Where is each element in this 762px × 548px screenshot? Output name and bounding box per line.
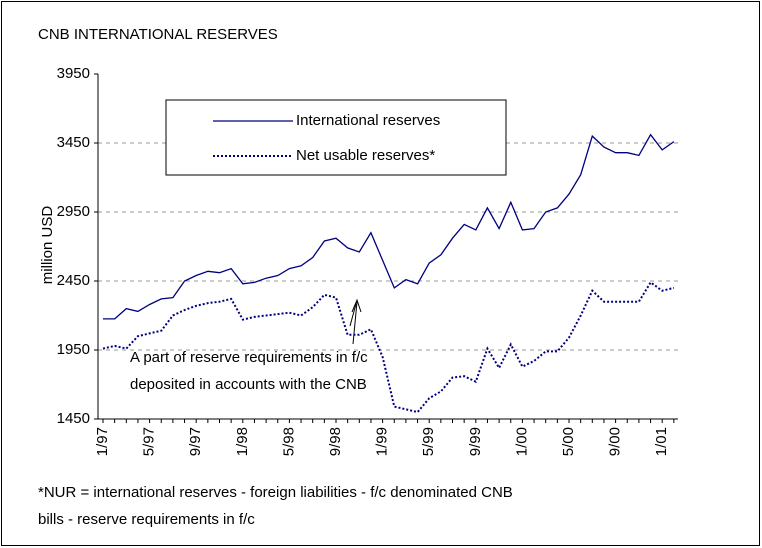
x-tick-label: 1/00 bbox=[513, 427, 530, 456]
x-tick-label: 1/99 bbox=[374, 427, 391, 456]
legend-label: Net usable reserves* bbox=[296, 147, 435, 164]
annotation: deposited in accounts with the CNB bbox=[130, 376, 367, 393]
x-tick-label: 5/00 bbox=[560, 427, 577, 456]
annotation-arrow bbox=[352, 301, 358, 345]
footnote: *NUR = international reserves - foreign … bbox=[38, 484, 513, 501]
x-tick-label: 1/01 bbox=[653, 427, 670, 456]
x-tick-label: 9/99 bbox=[467, 427, 484, 456]
x-tick-label: 9/98 bbox=[327, 427, 344, 456]
chart-title: CNB INTERNATIONAL RESERVES bbox=[38, 26, 278, 43]
legend-box bbox=[165, 99, 507, 176]
y-axis-label: million USD bbox=[39, 206, 56, 285]
x-tick-label: 5/98 bbox=[280, 427, 297, 456]
y-tick-label: 1950 bbox=[57, 341, 90, 358]
annotation-pointer bbox=[349, 303, 357, 327]
y-tick-label: 3450 bbox=[57, 134, 90, 151]
x-tick-label: 1/97 bbox=[94, 427, 111, 456]
y-tick-label: 2950 bbox=[57, 203, 90, 220]
y-tick-label: 2450 bbox=[57, 272, 90, 289]
annotation: A part of reserve requirements in f/c bbox=[130, 349, 368, 366]
x-tick-label: 1/98 bbox=[234, 427, 251, 456]
x-tick-label: 9/97 bbox=[187, 427, 204, 456]
series-line bbox=[103, 133, 675, 320]
y-tick-label: 1450 bbox=[57, 410, 90, 427]
x-tick-label: 5/99 bbox=[420, 427, 437, 456]
x-tick-label: 9/00 bbox=[607, 427, 624, 456]
legend-label: International reserves bbox=[296, 112, 440, 129]
footnote: bills - reserve requirements in f/c bbox=[38, 511, 255, 528]
y-tick-label: 3950 bbox=[57, 65, 90, 82]
series-line bbox=[102, 280, 675, 414]
x-tick-label: 5/97 bbox=[141, 427, 158, 456]
annotation-arrow-head bbox=[351, 298, 362, 313]
